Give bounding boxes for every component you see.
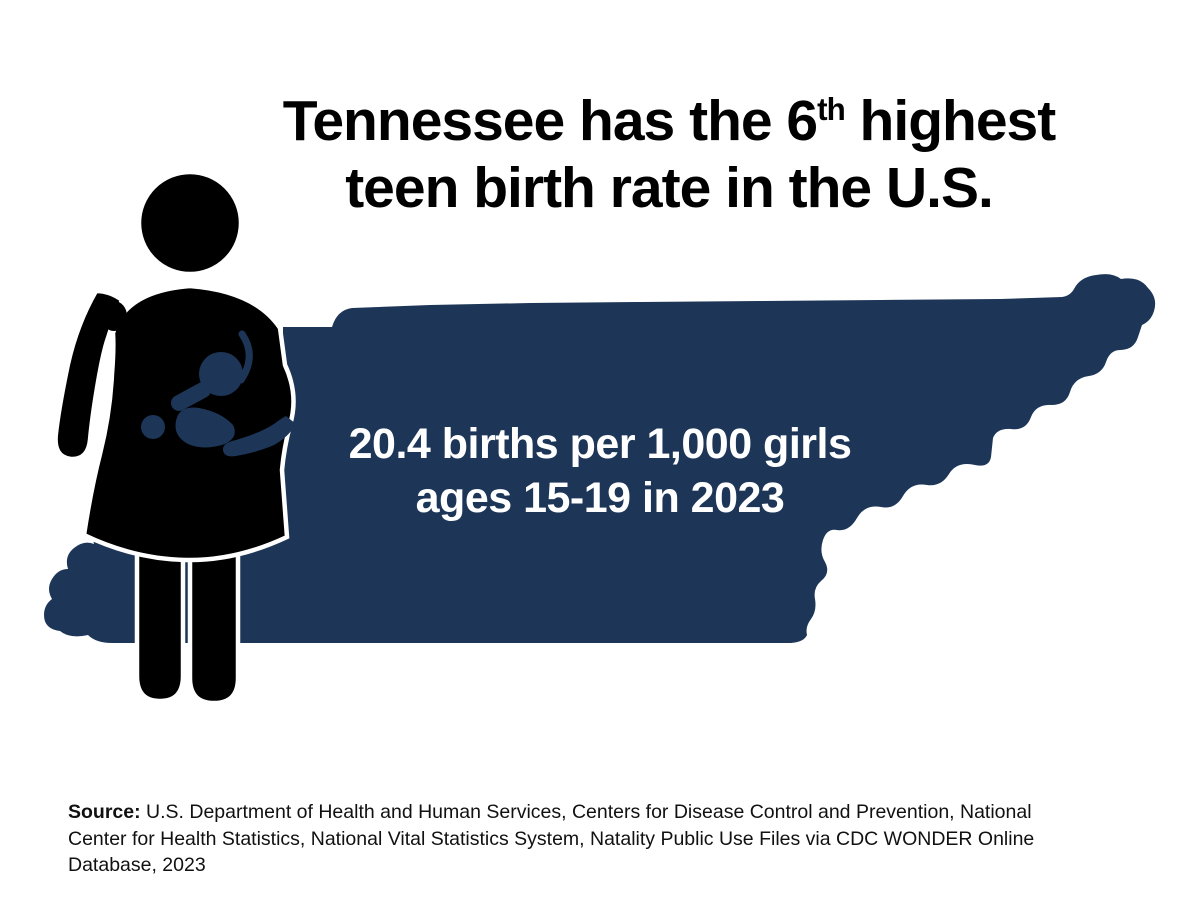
blanket-crescent — [237, 330, 253, 384]
title-line-2: teen birth rate in the U.S. — [345, 156, 994, 220]
mother-head — [136, 169, 244, 277]
source-line-2: Center for Health Statistics, National V… — [68, 827, 1035, 850]
tennessee-state-shape-icon — [44, 274, 1156, 643]
statistic-line-1: 20.4 births per 1,000 girls — [348, 420, 852, 468]
source-credit: Source: U.S. Department of Health and Hu… — [68, 799, 1178, 879]
mother-left-leg — [134, 535, 186, 704]
baby-fist — [141, 415, 165, 439]
baby-arm — [171, 382, 211, 411]
source-line-3: Database, 2023 — [68, 854, 206, 876]
page-title: Tennessee has the 6th highest teen birth… — [139, 88, 1199, 222]
statistic-text: 20.4 births per 1,000 girls ages 15-19 i… — [200, 417, 1000, 525]
source-label: Source: — [68, 801, 141, 823]
mother-holding-baby-icon — [53, 169, 296, 706]
title-superscript: th — [817, 92, 846, 127]
baby-body — [175, 407, 235, 448]
baby-head — [199, 352, 243, 396]
source-line-1: Source: U.S. Department of Health and Hu… — [68, 801, 1032, 823]
underarm-gap — [222, 416, 296, 457]
title-line-1: Tennessee has the 6th highest — [282, 89, 1056, 153]
mother-right-leg — [187, 535, 241, 706]
shoulder-arm-junction — [101, 301, 127, 331]
statistic-line-2: ages 15-19 in 2023 — [415, 474, 785, 522]
